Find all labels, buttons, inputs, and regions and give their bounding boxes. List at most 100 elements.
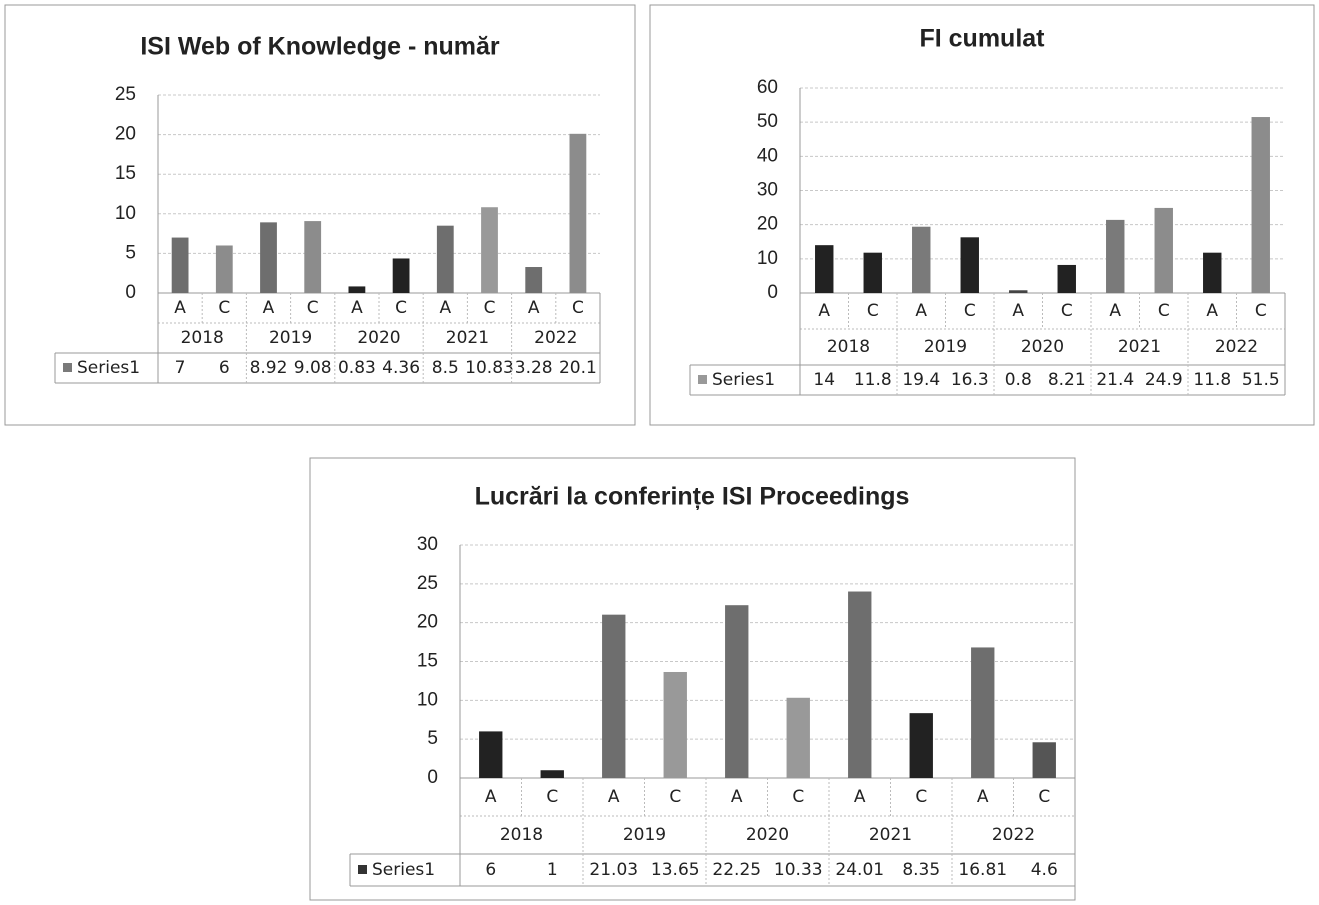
bar [848, 591, 872, 778]
x-tick-label: A [977, 787, 989, 807]
x-tick-label: C [395, 298, 407, 318]
table-value: 16.3 [951, 370, 989, 390]
bar [1154, 207, 1173, 293]
bar [525, 267, 543, 293]
y-tick-label: 40 [757, 145, 778, 166]
x-tick-label: C [964, 301, 976, 321]
bar [960, 237, 979, 293]
y-tick-label: 0 [427, 767, 438, 788]
table-value: 9.08 [294, 358, 332, 378]
group-label: 2021 [869, 825, 912, 845]
bar [602, 614, 626, 778]
bar [540, 770, 564, 778]
legend-label: Series1 [712, 370, 775, 390]
table-value: 11.8 [854, 370, 892, 390]
bar [436, 225, 454, 293]
table-value: 24.01 [835, 860, 884, 880]
y-tick-label: 25 [417, 573, 438, 594]
table-value: 6 [219, 358, 230, 378]
table-value: 24.9 [1145, 370, 1183, 390]
table-value: 8.21 [1048, 370, 1086, 390]
group-label: 2020 [746, 825, 789, 845]
bar [663, 671, 687, 778]
x-tick-label: A [263, 298, 275, 318]
table-value: 21.4 [1096, 370, 1134, 390]
x-tick-label: A [1109, 301, 1121, 321]
y-tick-label: 50 [757, 111, 778, 132]
bar [971, 647, 995, 778]
bar [1009, 290, 1028, 293]
legend-label: Series1 [77, 358, 140, 378]
group-label: 2018 [181, 328, 224, 348]
table-value: 21.03 [589, 860, 638, 880]
group-label: 2018 [827, 337, 870, 357]
legend-key [698, 375, 707, 384]
table-value: 14 [813, 370, 835, 390]
group-label: 2018 [500, 825, 543, 845]
chart-frame [4, 4, 636, 426]
x-tick-label: A [915, 301, 927, 321]
y-tick-label: 10 [417, 689, 438, 710]
bar [912, 226, 931, 293]
table-value: 10.83 [465, 358, 514, 378]
x-tick-label: C [1038, 787, 1050, 807]
group-label: 2020 [357, 328, 400, 348]
table-value: 8.5 [432, 358, 459, 378]
bar [1106, 219, 1125, 293]
table-value: 20.1 [559, 358, 597, 378]
y-tick-label: 15 [417, 651, 438, 672]
table-value: 51.5 [1242, 370, 1280, 390]
x-tick-label: A [485, 787, 497, 807]
bar [481, 207, 498, 293]
group-label: 2020 [1021, 337, 1064, 357]
table-value: 6 [485, 860, 496, 880]
y-tick-label: 5 [125, 242, 136, 263]
y-tick-label: 5 [427, 728, 438, 749]
bar [215, 245, 233, 293]
table-value: 7 [175, 358, 186, 378]
table-value: 16.81 [958, 860, 1007, 880]
y-tick-label: 30 [757, 180, 778, 201]
table-value: 13.65 [651, 860, 700, 880]
bar [348, 286, 366, 293]
table-value: 22.25 [712, 860, 761, 880]
x-tick-label: C [792, 787, 804, 807]
x-tick-label: A [608, 787, 620, 807]
x-tick-label: A [731, 787, 743, 807]
x-tick-label: C [307, 298, 319, 318]
table-value: 1 [547, 860, 558, 880]
chart-title: FI cumulat [919, 25, 1045, 53]
bar [1251, 117, 1270, 294]
x-tick-label: C [484, 298, 496, 318]
x-tick-label: C [218, 298, 230, 318]
table-value: 0.8 [1005, 370, 1032, 390]
x-tick-label: A [174, 298, 186, 318]
x-tick-label: C [669, 787, 681, 807]
table-value: 3.28 [515, 358, 553, 378]
bar [171, 237, 189, 293]
x-tick-label: C [1158, 301, 1170, 321]
bar [815, 245, 834, 293]
y-tick-label: 0 [125, 282, 136, 303]
y-tick-label: 20 [115, 124, 136, 145]
group-label: 2022 [1215, 337, 1258, 357]
y-tick-label: 10 [115, 203, 136, 224]
legend-key [63, 363, 72, 372]
table-value: 8.92 [250, 358, 288, 378]
table-value: 11.8 [1193, 370, 1231, 390]
table-value: 10.33 [774, 860, 823, 880]
table-value: 19.4 [902, 370, 940, 390]
y-tick-label: 20 [757, 214, 778, 235]
bar [260, 222, 277, 293]
legend-key [358, 865, 367, 874]
table-value: 8.35 [902, 860, 940, 880]
x-tick-label: C [867, 301, 879, 321]
group-label: 2019 [269, 328, 312, 348]
group-label: 2022 [534, 328, 577, 348]
table-value: 0.83 [338, 358, 376, 378]
x-tick-label: A [351, 298, 363, 318]
y-tick-label: 60 [757, 77, 778, 98]
chart-title: Lucrări la conferințe ISI Proceedings [475, 483, 910, 511]
bar [1032, 742, 1056, 778]
